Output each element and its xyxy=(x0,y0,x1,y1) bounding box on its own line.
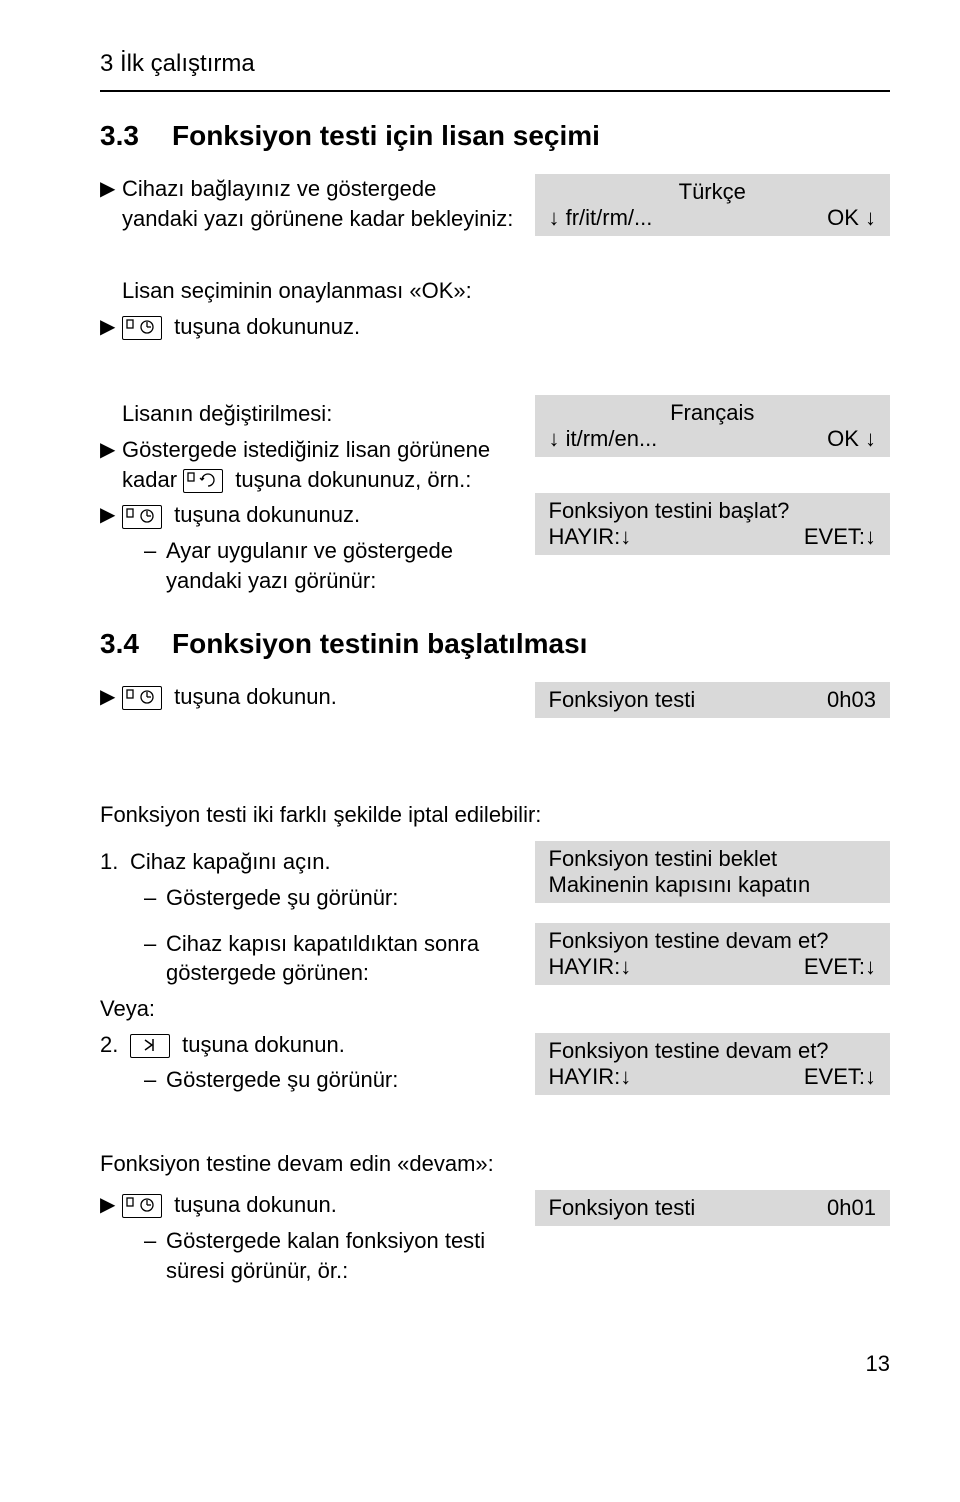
display-left: HAYIR:↓ xyxy=(549,1064,632,1090)
display-line: Français xyxy=(549,400,877,426)
section-number: 3.3 xyxy=(100,120,172,152)
cancel-methods-label: Fonksiyon testi iki farklı şekilde iptal… xyxy=(100,800,890,830)
method-2: 2. tuşuna dokunun. xyxy=(100,1030,515,1060)
clock-door-button-icon xyxy=(122,1194,162,1218)
triangle-icon: ▶ xyxy=(100,174,122,233)
resume-label: Fonksiyon testine devam edin «devam»: xyxy=(100,1149,890,1179)
display-right: EVET:↓ xyxy=(804,524,876,550)
page-number: 13 xyxy=(100,1351,890,1377)
triangle-icon: ▶ xyxy=(100,312,122,342)
display-line: Fonksiyon testini başlat? xyxy=(549,498,877,524)
step-text: tuşuna dokunun. xyxy=(122,1190,337,1220)
triangle-icon: ▶ xyxy=(100,682,122,712)
result-text: Göstergede kalan fonksiyon testi süresi … xyxy=(166,1226,515,1285)
result-display-shows: – Göstergede şu görünür: xyxy=(144,883,515,913)
result-remaining-time: – Göstergede kalan fonksiyon testi süres… xyxy=(144,1226,515,1285)
method-1: 1. Cihaz kapağını açın. xyxy=(100,847,515,877)
step-text: Cihazı bağlayınız ve göstergede yandaki … xyxy=(122,174,515,233)
rule xyxy=(100,90,890,92)
display-left: HAYIR:↓ xyxy=(549,524,632,550)
dash-icon: – xyxy=(144,929,166,988)
display-continue-2: Fonksiyon testine devam et? HAYIR:↓ EVET… xyxy=(535,1033,891,1095)
display-left: ↓ it/rm/en... xyxy=(549,426,658,452)
result-text: Ayar uygulanır ve göstergede yandaki yaz… xyxy=(166,536,515,595)
step-press-resume: ▶ tuşuna dokunun. xyxy=(100,1190,515,1220)
section-number: 3.4 xyxy=(100,628,172,660)
display-right: OK ↓ xyxy=(827,205,876,231)
list-number: 1. xyxy=(100,847,130,877)
skip-button-icon xyxy=(130,1034,170,1058)
clock-door-button-icon xyxy=(122,316,162,340)
step-press-ok: ▶ tuşuna dokununuz. xyxy=(100,312,870,342)
confirm-ok-label: Lisan seçiminin onaylanması «OK»: xyxy=(122,276,870,306)
dash-icon: – xyxy=(144,883,166,913)
step-text: tuşuna dokununuz. xyxy=(122,500,360,530)
display-right: OK ↓ xyxy=(827,426,876,452)
triangle-icon: ▶ xyxy=(100,435,122,494)
step-press-button: ▶ tuşuna dokununuz. xyxy=(100,500,515,530)
list-number: 2. xyxy=(100,1030,130,1060)
label: tuşuna dokunun. xyxy=(174,684,337,709)
display-left: HAYIR:↓ xyxy=(549,954,632,980)
result-text: Cihaz kapısı kapatıldıktan sonra gösterg… xyxy=(166,929,515,988)
dash-icon: – xyxy=(144,1065,166,1095)
triangle-icon: ▶ xyxy=(100,500,122,530)
result-after-close: – Cihaz kapısı kapatıldıktan sonra göste… xyxy=(144,929,515,988)
display-line: Fonksiyon testini beklet xyxy=(549,846,877,872)
display-francais: Français ↓ it/rm/en... OK ↓ xyxy=(535,395,891,457)
display-right: EVET:↓ xyxy=(804,954,876,980)
display-test-0h01: Fonksiyon testi 0h01 xyxy=(535,1190,891,1226)
result-text: Göstergede şu görünür: xyxy=(166,1065,398,1095)
result-setting-applied: – Ayar uygulanır ve göstergede yandaki y… xyxy=(144,536,515,595)
step-select-language: ▶ Göstergede istediğiniz lisan görünene … xyxy=(100,435,515,494)
clock-door-button-icon xyxy=(122,686,162,710)
or-label: Veya: xyxy=(100,994,515,1024)
step-press-button: ▶ tuşuna dokunun. xyxy=(100,682,515,712)
refresh-door-button-icon xyxy=(183,469,223,493)
section-title: Fonksiyon testinin başlatılması xyxy=(172,628,587,660)
label: tuşuna dokununuz. xyxy=(174,502,360,527)
section-title: Fonksiyon testi için lisan seçimi xyxy=(172,120,600,152)
method-text: tuşuna dokunun. xyxy=(130,1030,345,1060)
display-turkce: Türkçe ↓ fr/it/rm/... OK ↓ xyxy=(535,174,891,236)
display-line: Türkçe xyxy=(549,179,877,205)
display-right: EVET:↓ xyxy=(804,1064,876,1090)
label: tuşuna dokununuz. xyxy=(174,314,360,339)
step-text: tuşuna dokununuz. xyxy=(122,312,360,342)
display-hold-test: Fonksiyon testini beklet Makinenin kapıs… xyxy=(535,841,891,903)
display-line: Makinenin kapısını kapatın xyxy=(549,872,877,898)
dash-icon: – xyxy=(144,1226,166,1285)
chapter-heading: 3 İlk çalıştırma xyxy=(100,50,890,78)
display-line: Fonksiyon testine devam et? xyxy=(549,928,877,954)
step-text: tuşuna dokunun. xyxy=(122,682,337,712)
section-3-4-heading: 3.4 Fonksiyon testinin başlatılması xyxy=(100,628,890,660)
display-right: 0h03 xyxy=(827,687,876,713)
display-left: ↓ fr/it/rm/... xyxy=(549,205,653,231)
display-left: Fonksiyon testi xyxy=(549,687,696,713)
label: tuşuna dokunun. xyxy=(174,1192,337,1217)
result-text: Göstergede şu görünür: xyxy=(166,883,398,913)
label: tuşuna dokunun. xyxy=(182,1032,345,1057)
display-right: 0h01 xyxy=(827,1195,876,1221)
method-text: Cihaz kapağını açın. xyxy=(130,847,331,877)
display-start-test: Fonksiyon testini başlat? HAYIR:↓ EVET:↓ xyxy=(535,493,891,555)
triangle-icon: ▶ xyxy=(100,1190,122,1220)
display-continue-1: Fonksiyon testine devam et? HAYIR:↓ EVET… xyxy=(535,923,891,985)
result-display-shows-2: – Göstergede şu görünür: xyxy=(144,1065,515,1095)
display-line: Fonksiyon testine devam et? xyxy=(549,1038,877,1064)
step-connect-device: ▶ Cihazı bağlayınız ve göstergede yandak… xyxy=(100,174,515,233)
step-text: Göstergede istediğiniz lisan görünene ka… xyxy=(122,435,515,494)
section-3-3-heading: 3.3 Fonksiyon testi için lisan seçimi xyxy=(100,120,890,152)
dash-icon: – xyxy=(144,536,166,595)
display-left: Fonksiyon testi xyxy=(549,1195,696,1221)
change-language-label: Lisanın değiştirilmesi: xyxy=(122,399,515,429)
clock-door-button-icon xyxy=(122,505,162,529)
display-test-0h03: Fonksiyon testi 0h03 xyxy=(535,682,891,718)
